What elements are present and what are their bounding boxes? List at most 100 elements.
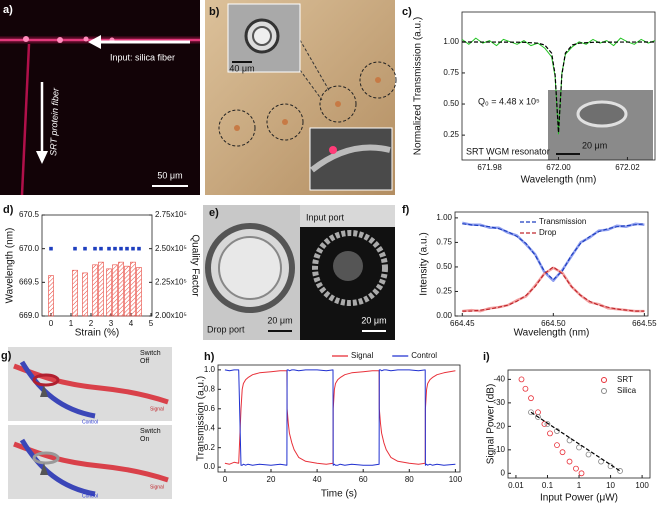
panel-label: f) [402, 204, 410, 216]
y-tick-label: 0.75 [443, 68, 459, 77]
point [518, 376, 525, 383]
point [528, 409, 534, 416]
point [566, 458, 573, 465]
bar [98, 261, 104, 317]
srt-fiber [20, 43, 31, 196]
y-tick-label: 669.0 [19, 311, 40, 320]
micrograph [0, 0, 200, 195]
scatter-spot [57, 37, 63, 43]
point [93, 246, 97, 251]
resonator [375, 77, 381, 83]
x-axis-label: Wavelength (nm) [521, 175, 597, 186]
panel-label: b) [209, 6, 220, 18]
x-tick-label: 80 [405, 475, 414, 484]
y-axis-label: Intensity (a.u.) [419, 232, 430, 295]
x-tick-label: 671.98 [477, 163, 502, 172]
y-tick-label: 0.0 [204, 462, 216, 471]
control-label: Control [82, 493, 98, 499]
point [73, 246, 77, 251]
bar [136, 267, 142, 317]
x-tick-label: 0.01 [508, 481, 524, 490]
x-axis-label: Strain (%) [75, 328, 119, 339]
point [573, 465, 579, 472]
y-tick-label: 0.25 [443, 130, 459, 139]
bar [124, 265, 130, 317]
legend-label: Control [411, 351, 437, 360]
stand [40, 385, 48, 397]
y2-tick-label: 2.75x10⁵ [155, 210, 187, 219]
point [125, 246, 129, 251]
y-axis-label: Signal Power (dB) [486, 384, 497, 465]
signal-label: Signal [150, 406, 164, 412]
x-tick-label: 20 [267, 475, 276, 484]
line [224, 369, 456, 466]
bar [82, 272, 88, 317]
annotation: SRT WGM resonator [466, 146, 550, 156]
x-tick-label: 60 [359, 475, 368, 484]
annotation: Q₀ = 4.48 x 10⁵ [478, 96, 540, 106]
x-tick-label: 10 [606, 481, 615, 490]
point [107, 246, 111, 251]
x-tick-label: 40 [313, 475, 322, 484]
point [617, 468, 623, 474]
y-tick-label: 1.00 [443, 37, 459, 46]
point [559, 449, 566, 456]
y-tick-label: 0.2 [204, 443, 216, 452]
y-tick-label: 670.5 [19, 210, 40, 219]
point [83, 246, 87, 251]
bar [106, 268, 112, 317]
point [576, 444, 582, 451]
input-port-label: Input port [306, 212, 345, 222]
y-tick-label: -10 [493, 445, 505, 454]
bar [112, 264, 118, 317]
x-tick-label: 664.50 [541, 319, 566, 328]
resonator-inner [218, 236, 282, 300]
panel-b: 40 μm b) [205, 0, 397, 195]
point [137, 246, 141, 251]
y-tick-label: 1.00 [436, 213, 452, 222]
highlight-circle [319, 85, 357, 123]
signal-label: Signal [150, 484, 164, 490]
y2-tick-label: 2.50x10⁵ [155, 244, 187, 253]
x-axis-label: Input Power (μW) [540, 493, 618, 504]
panel-label: c) [402, 6, 412, 18]
state-label: Switch Off [140, 350, 161, 365]
control-fiber [19, 360, 96, 419]
point [566, 437, 573, 444]
sem-inset [548, 90, 653, 160]
y2-axis-label: Quality Factor [189, 234, 200, 297]
point [541, 421, 548, 427]
bar [72, 269, 78, 317]
x-tick-label: 4 [129, 319, 134, 328]
y-axis-label: Normalized Transmission (a.u.) [413, 17, 424, 155]
panel-label: g) [1, 350, 12, 362]
point [522, 385, 529, 392]
y-tick-label: -30 [493, 398, 505, 407]
resonator [282, 119, 288, 125]
legend-marker [601, 377, 607, 383]
x-tick-label: 672.00 [546, 163, 571, 172]
inset-photo [309, 127, 393, 191]
x-tick-label: 0 [223, 475, 228, 484]
scatter-ring [312, 230, 388, 306]
point [99, 246, 103, 251]
y-tick-label: 670.0 [19, 244, 40, 253]
stand [40, 463, 48, 475]
y-tick-label: 0.25 [436, 287, 452, 296]
x-tick-label: 1 [577, 481, 582, 490]
panel-label: e) [209, 207, 219, 219]
line [461, 37, 656, 135]
legend-label: Transmission [539, 217, 586, 226]
fiber-label: SRT protein fiber [48, 87, 60, 156]
drop-port-label: Drop port [207, 324, 245, 334]
scale-label: 20 μm [267, 315, 292, 325]
resonator [335, 101, 341, 107]
x-tick-label: 1 [69, 319, 74, 328]
point [547, 430, 553, 437]
x-tick-label: 0 [49, 319, 54, 328]
x-tick-label: 2 [89, 319, 94, 328]
ring [32, 451, 60, 465]
highlight-circle [359, 61, 397, 99]
state-label: Switch On [140, 428, 161, 443]
